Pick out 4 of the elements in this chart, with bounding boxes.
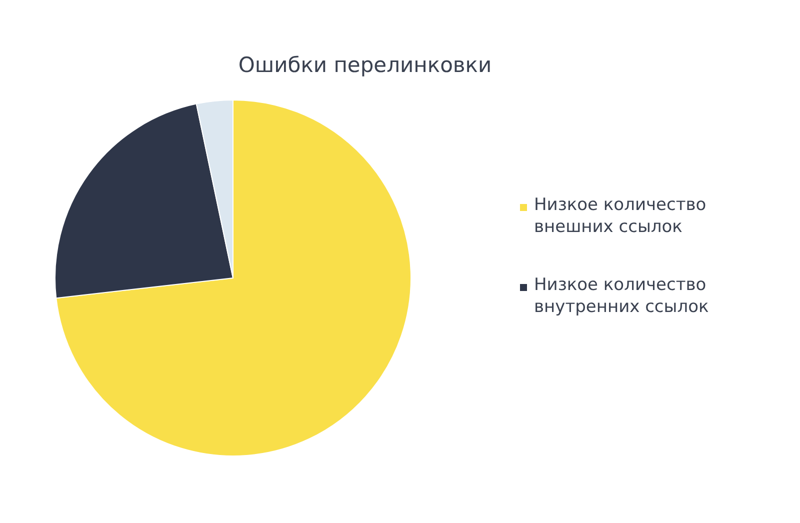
legend-label: Низкое количество внутренних ссылок bbox=[534, 275, 709, 317]
legend-label: Низкое количество внешних ссылок bbox=[534, 195, 706, 237]
chart-title: Ошибки перелинковки bbox=[238, 53, 492, 77]
pie-slice bbox=[56, 100, 412, 456]
